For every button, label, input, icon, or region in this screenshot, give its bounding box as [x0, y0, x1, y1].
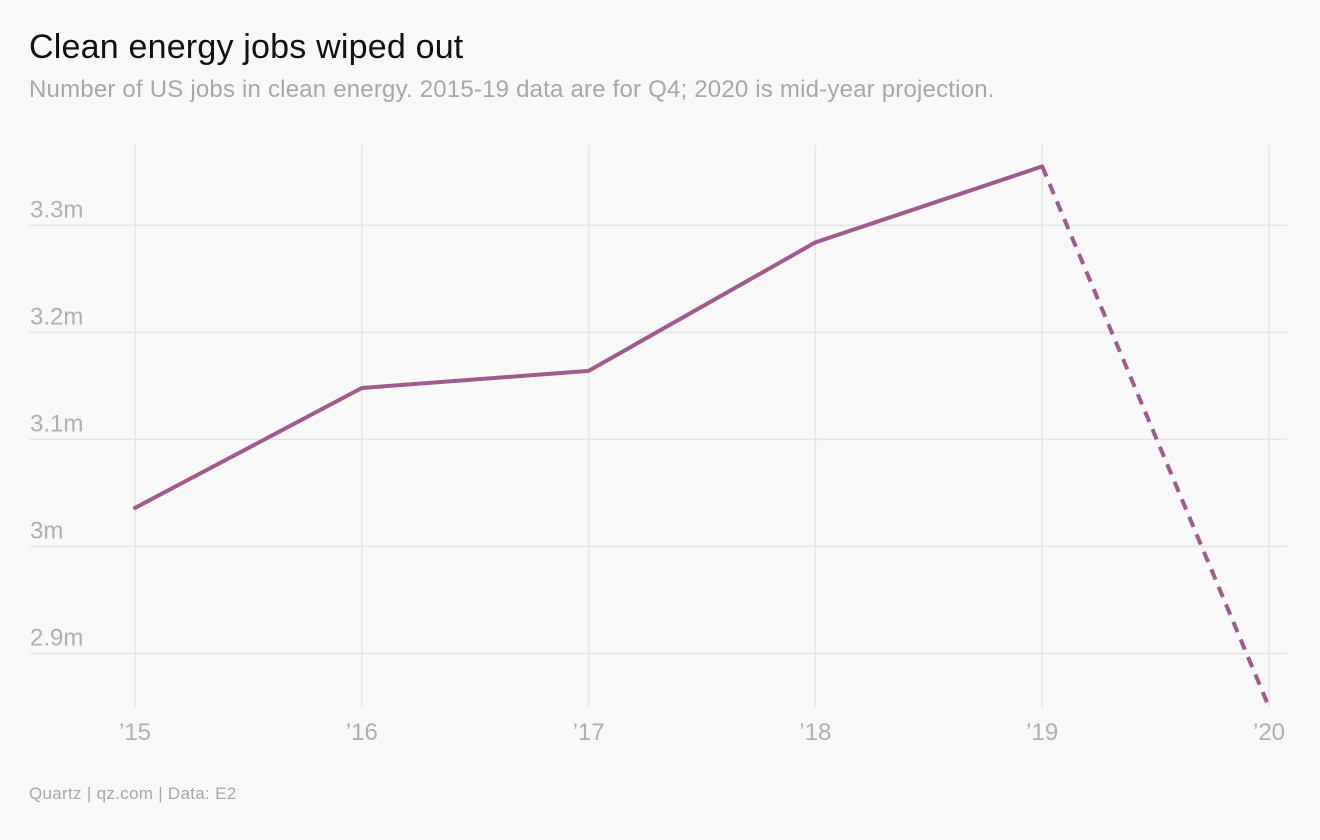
y-tick-label: 3.2m — [30, 303, 83, 330]
x-tick-label: ’17 — [573, 719, 605, 746]
x-tick-label: ’20 — [1253, 719, 1285, 746]
series-jobs — [133, 164, 1271, 708]
y-axis-labels: 2.9m 3m 3.1m 3.2m 3.3m — [30, 196, 83, 651]
chart-title: Clean energy jobs wiped out — [29, 28, 464, 66]
x-tick-label: ’19 — [1026, 719, 1058, 746]
series-line-actual — [133, 164, 1045, 510]
y-tick-label: 2.9m — [30, 624, 83, 651]
series-line-projected — [1040, 165, 1271, 708]
chart-subtitle: Number of US jobs in clean energy. 2015-… — [29, 76, 995, 103]
x-gridlines — [134, 145, 1270, 707]
y-tick-label: 3.1m — [30, 410, 83, 437]
y-tick-label: 3.3m — [30, 196, 83, 223]
x-axis-labels: ’15 ’16 ’17 ’18 ’19 ’20 — [119, 719, 1285, 746]
x-tick-label: ’18 — [799, 719, 831, 746]
source-note: Quartz | qz.com | Data: E2 — [29, 784, 237, 803]
x-tick-label: ’15 — [119, 719, 151, 746]
y-gridlines — [30, 224, 1287, 655]
x-tick-label: ’16 — [346, 719, 378, 746]
y-tick-label: 3m — [30, 517, 63, 544]
